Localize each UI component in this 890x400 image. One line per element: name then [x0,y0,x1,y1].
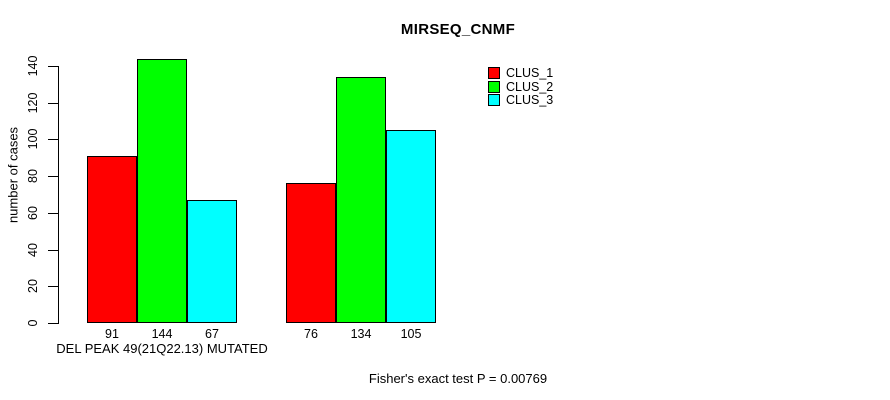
y-tick-mark [48,102,58,104]
y-tick-label: 60 [26,205,40,220]
y-tick-label: 140 [26,55,40,77]
y-tick-label: 120 [26,92,40,114]
bar-value-label: 76 [304,327,318,341]
y-tick-label: 40 [26,242,40,257]
legend-label: CLUS_3 [506,93,554,107]
fisher-test-annotation: Fisher's exact test P = 0.00769 [368,371,548,386]
y-tick-label: 0 [26,319,40,327]
y-tick-mark [48,249,58,251]
bar-value-label: 105 [400,327,422,341]
bar-value-label: 144 [151,327,173,341]
y-tick-mark [48,176,58,178]
y-tick-mark [48,323,58,324]
y-tick-label: 100 [26,128,40,150]
x-category-label: DEL PEAK 49(21Q22.13) MUTATED [56,341,268,356]
y-axis-label: number of cases [5,126,21,224]
bar-value-label: 67 [205,327,219,341]
y-tick-mark [48,139,58,141]
bar-clus_1-group2 [286,183,336,323]
y-tick-label: 20 [26,279,40,294]
y-tick-mark [48,212,58,214]
y-tick-mark [48,286,58,288]
y-axis-line [58,66,59,324]
bar-value-label: 134 [350,327,372,341]
bar-clus_3-group1 [187,200,237,323]
legend-label: CLUS_2 [506,79,554,94]
bar-clus_1-group1 [87,155,137,323]
y-tick-label: 80 [26,169,40,184]
legend-swatch-icon [488,80,500,93]
y-tick-mark [48,66,58,67]
chart-title: MIRSEQ_CNMF [400,21,516,38]
bar-value-label: 91 [105,327,119,341]
bar-clus_2-group1 [137,58,187,323]
legend-swatch-icon [488,94,500,106]
bar-clus_2-group2 [336,77,386,323]
legend-swatch-icon [488,67,500,79]
bar-clus_3-group2 [386,130,436,323]
legend-label: CLUS_1 [506,66,554,80]
